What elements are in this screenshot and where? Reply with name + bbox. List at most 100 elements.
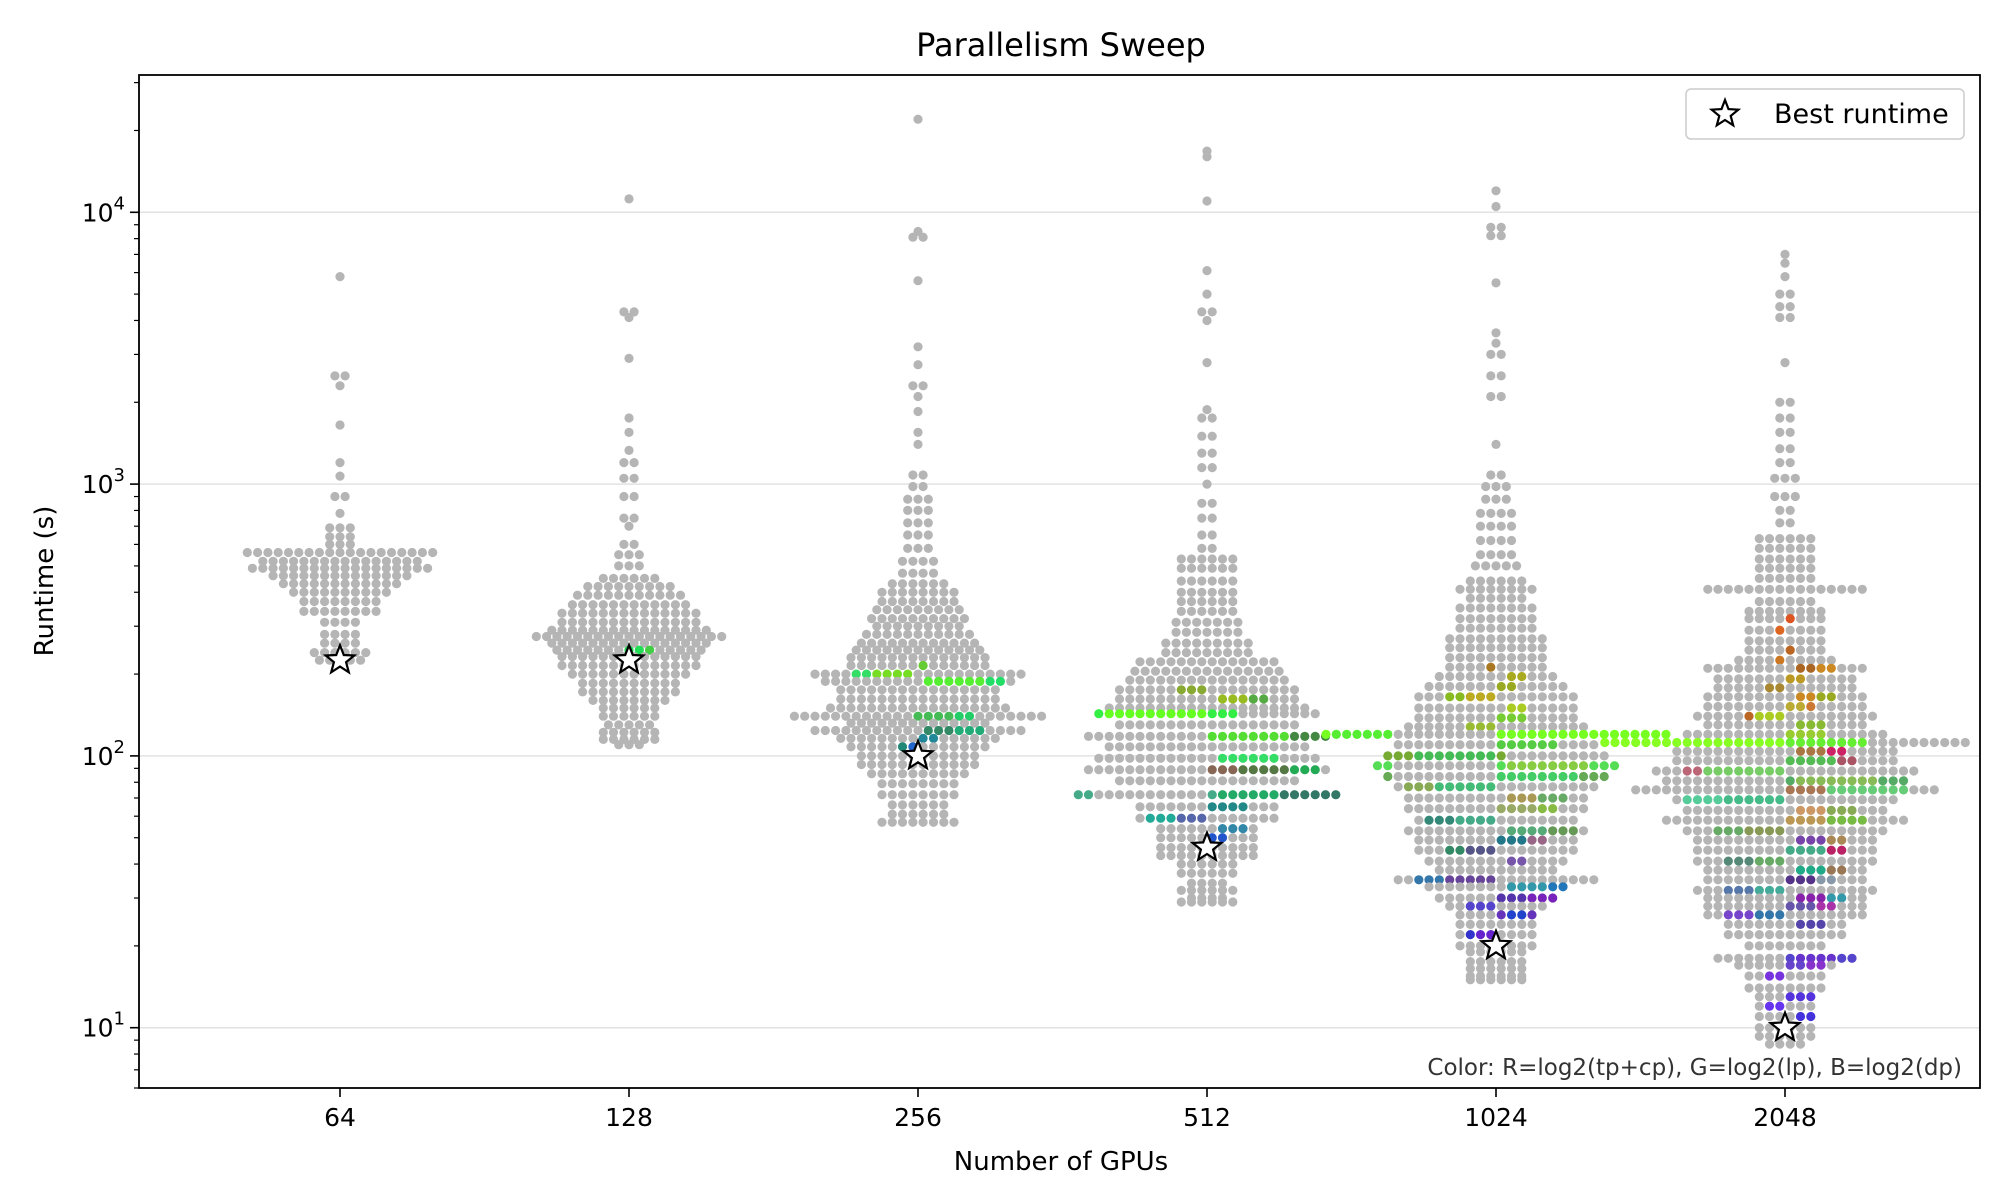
data-point [1775, 534, 1785, 544]
data-point [593, 581, 603, 592]
data-point [1806, 584, 1816, 594]
data-point [1414, 826, 1424, 836]
data-point [1217, 742, 1228, 752]
data-point [1320, 765, 1331, 775]
data-point [340, 371, 350, 381]
data-point [1713, 795, 1723, 805]
data-point [1434, 722, 1444, 732]
data-point [1826, 960, 1836, 970]
data-point [928, 809, 939, 819]
data-point [1506, 875, 1517, 885]
data-point [1197, 606, 1207, 617]
data-point [1517, 875, 1527, 885]
data-point [1568, 875, 1578, 885]
data-point [959, 742, 970, 752]
data-point [1496, 681, 1506, 692]
data-point [1455, 703, 1465, 713]
data-point [1465, 771, 1475, 782]
data-point [1795, 992, 1806, 1002]
data-point [1135, 742, 1145, 752]
data-point [1197, 498, 1207, 508]
data-point [1228, 563, 1238, 573]
data-point [1517, 662, 1527, 672]
data-point [1857, 737, 1867, 748]
data-point [1568, 793, 1578, 803]
data-point [923, 605, 933, 615]
data-point [887, 759, 897, 770]
data-point [1517, 793, 1527, 803]
data-point [1847, 901, 1857, 911]
data-point [1909, 737, 1919, 748]
data-point [547, 625, 557, 635]
data-point [1837, 805, 1847, 816]
data-point [1651, 737, 1661, 748]
data-point [1785, 919, 1795, 930]
data-point [1785, 701, 1795, 712]
data-point [1764, 1039, 1775, 1049]
data-point [1754, 655, 1764, 665]
data-point [675, 590, 686, 600]
data-point [897, 769, 908, 779]
data-point [1775, 845, 1785, 855]
data-point [1145, 790, 1155, 800]
data-point [681, 617, 691, 627]
data-point [975, 645, 985, 655]
data-point [1465, 623, 1475, 633]
data-point [1795, 692, 1806, 702]
data-point [1713, 885, 1723, 896]
data-point [320, 617, 330, 627]
data-point [949, 660, 959, 671]
data-point [294, 547, 304, 558]
data-point [1496, 576, 1506, 586]
data-point [1496, 692, 1506, 702]
data-point [877, 694, 887, 704]
data-point [1909, 766, 1919, 776]
data-point [1207, 859, 1217, 869]
data-point [1775, 1039, 1785, 1049]
data-point [1455, 875, 1465, 885]
data-point [1568, 703, 1578, 713]
data-point [1125, 742, 1135, 752]
data-point [872, 645, 882, 655]
data-point [1527, 910, 1537, 920]
data-point [1145, 675, 1155, 685]
data-point [1775, 1001, 1785, 1011]
data-point [1181, 627, 1191, 637]
data-point [964, 725, 975, 736]
data-point [1192, 666, 1202, 676]
data-point [1527, 815, 1537, 825]
data-point [1837, 875, 1847, 885]
data-point [949, 614, 959, 624]
data-point [1207, 731, 1217, 742]
data-point [872, 605, 882, 615]
data-point [1837, 845, 1847, 855]
data-point [1960, 737, 1970, 748]
data-point [361, 606, 371, 617]
data-point [1202, 648, 1212, 658]
data-point [949, 733, 959, 744]
data-point [1434, 875, 1444, 885]
data-point [320, 571, 330, 581]
data-point [1125, 790, 1135, 800]
data-point [877, 614, 887, 624]
data-point [1837, 865, 1847, 875]
data-point [1723, 835, 1733, 845]
data-point [335, 539, 345, 550]
data-point [1455, 930, 1465, 940]
data-point [1434, 804, 1444, 814]
data-point [1414, 835, 1424, 845]
data-point [1847, 692, 1857, 702]
data-point [1486, 535, 1496, 546]
data-point [995, 725, 1006, 736]
data-point [944, 725, 954, 736]
data-point [1238, 843, 1248, 853]
data-point [1486, 703, 1496, 713]
data-point [1289, 685, 1300, 695]
data-point [655, 631, 665, 642]
data-point [1186, 833, 1197, 843]
data-point [1228, 742, 1238, 752]
data-point [1486, 391, 1496, 402]
data-point [629, 458, 639, 468]
data-point [320, 563, 330, 573]
data-point [345, 523, 355, 533]
